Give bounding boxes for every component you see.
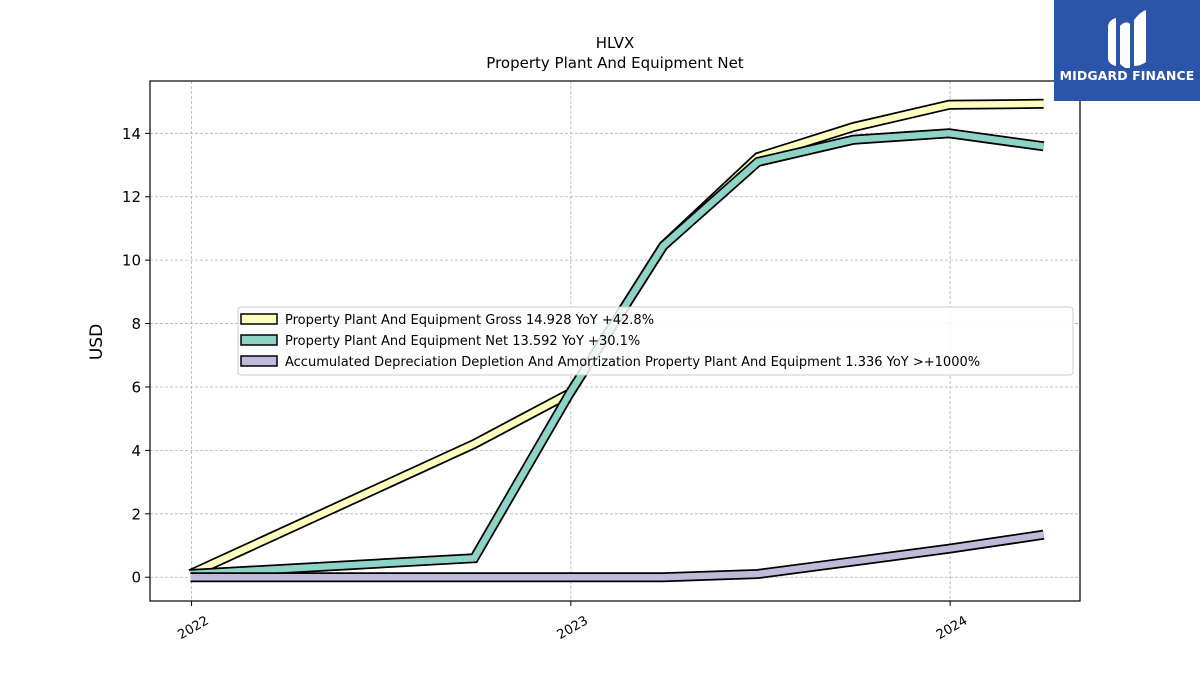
data-point <box>948 104 950 106</box>
legend-label: Property Plant And Equipment Gross 14.92… <box>285 313 654 328</box>
y-tick-label: 12 <box>122 188 141 206</box>
series-layer <box>188 98 1045 583</box>
data-point <box>852 139 854 141</box>
data-point <box>852 126 854 128</box>
legend-label: Property Plant And Equipment Net 13.592 … <box>285 334 640 349</box>
data-point <box>473 576 475 578</box>
data-point <box>569 392 571 394</box>
legend: Property Plant And Equipment Gross 14.92… <box>237 306 1074 376</box>
y-tick-label: 4 <box>131 442 141 460</box>
data-point <box>757 161 759 163</box>
logo-mark-icon <box>1108 10 1146 68</box>
data-point <box>473 443 475 445</box>
series-line-1 <box>190 130 1045 578</box>
x-axis: 2022 2023 2024 <box>175 601 970 643</box>
y-tick-label: 6 <box>131 378 141 396</box>
legend-frame <box>237 306 1074 376</box>
x-tick-label: 2024 <box>934 613 970 643</box>
data-point <box>852 560 854 562</box>
legend-swatch <box>240 334 278 346</box>
x-tick-label: 2022 <box>175 613 211 643</box>
data-point <box>1043 103 1045 105</box>
data-point <box>662 576 664 578</box>
y-tick-label: 2 <box>131 505 141 523</box>
data-point <box>569 576 571 578</box>
data-point <box>190 576 192 578</box>
data-point <box>473 557 475 559</box>
data-point <box>1043 145 1045 147</box>
y-axis: 0 2 4 6 8 10 12 14 <box>122 125 150 587</box>
y-axis-label: USD <box>87 324 107 360</box>
legend-label: Accumulated Depreciation Depletion And A… <box>285 355 980 370</box>
data-point <box>662 245 664 247</box>
y-tick-label: 8 <box>131 315 141 333</box>
y-tick-label: 0 <box>131 569 141 587</box>
data-point <box>948 548 950 550</box>
midgard-finance-logo: MIDGARD FINANCE <box>1054 0 1200 101</box>
logo-name: MIDGARD FINANCE <box>1059 68 1195 83</box>
legend-swatch <box>240 313 278 325</box>
y-tick-label: 10 <box>122 252 141 270</box>
plot-frame <box>149 80 1081 602</box>
legend-swatch <box>240 355 278 367</box>
data-point <box>948 132 950 134</box>
y-tick-label: 14 <box>122 125 141 143</box>
chart-subtitle: Property Plant And Equipment Net <box>486 54 743 72</box>
data-point <box>1043 534 1045 536</box>
x-tick-label: 2023 <box>555 613 591 643</box>
chart-title: HLVX <box>596 34 635 52</box>
data-point <box>757 573 759 575</box>
series-line-2 <box>190 531 1045 581</box>
